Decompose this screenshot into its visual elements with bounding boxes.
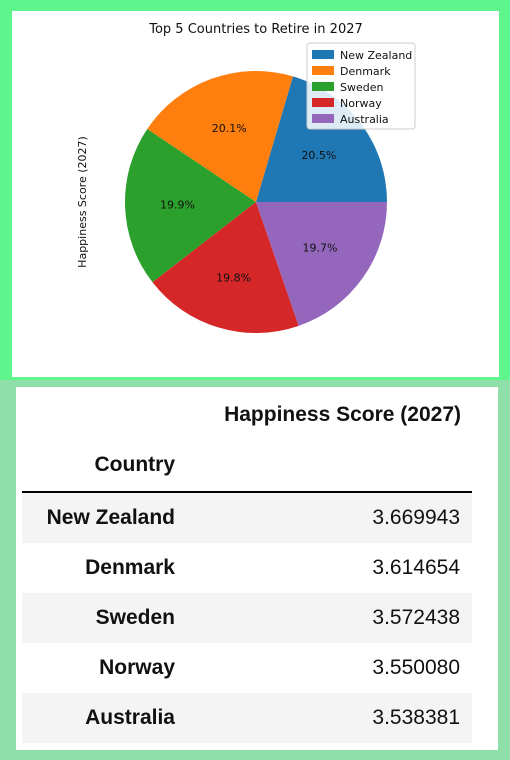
table-cell-country: New Zealand bbox=[46, 506, 175, 529]
table-row: Norway 3.550080 bbox=[22, 643, 472, 693]
legend-box bbox=[306, 42, 416, 130]
chart-panel: Top 5 Countries to Retire in 2027 Happin… bbox=[0, 0, 510, 380]
legend: New Zealand Denmark Sweden Norway Australia bbox=[306, 42, 416, 130]
table-cell-score: 3.669943 bbox=[372, 506, 460, 529]
table-row: New Zealand 3.669943 bbox=[22, 493, 472, 543]
pie-percent-label: 20.5% bbox=[301, 149, 336, 162]
pie-slice-new-zealand bbox=[256, 76, 387, 202]
table-cell-score: 3.572438 bbox=[372, 606, 460, 629]
pie-percent-label: 20.1% bbox=[212, 122, 247, 135]
pie-percent-label: 19.8% bbox=[216, 271, 251, 284]
table-row: Denmark 3.614654 bbox=[22, 543, 472, 593]
y-axis-label: Happiness Score (2027) bbox=[76, 136, 89, 268]
pie-chart: Top 5 Countries to Retire in 2027 Happin… bbox=[76, 22, 416, 333]
table-column-header: Happiness Score (2027) bbox=[224, 403, 461, 426]
pie-slice-sweden bbox=[124, 129, 256, 283]
table-row: Sweden 3.572438 bbox=[22, 593, 472, 643]
table-header-rule bbox=[22, 491, 472, 493]
legend-swatch bbox=[312, 50, 334, 59]
table-cell-score: 3.550080 bbox=[372, 656, 460, 679]
table-cell-country: Australia bbox=[85, 706, 175, 729]
table-panel: Happiness Score (2027) Country New Zeala… bbox=[0, 380, 510, 760]
legend-swatch bbox=[312, 114, 334, 123]
table-cell-country: Norway bbox=[99, 656, 175, 679]
chart-area: Top 5 Countries to Retire in 2027 Happin… bbox=[12, 11, 499, 377]
pie-slice-denmark bbox=[147, 71, 293, 202]
pie-slices bbox=[124, 71, 387, 333]
table-cell-country: Sweden bbox=[95, 606, 175, 629]
table-cell-score: 3.614654 bbox=[372, 556, 460, 579]
legend-entry: Norway bbox=[340, 97, 382, 110]
pie-percent-labels: 20.5% 20.1% 19.9% 19.8% 19.7% bbox=[160, 122, 338, 284]
legend-entry: Australia bbox=[340, 113, 389, 126]
chart-title: Top 5 Countries to Retire in 2027 bbox=[148, 22, 363, 37]
pie-percent-label: 19.9% bbox=[160, 199, 195, 212]
pie-slice-norway bbox=[152, 202, 299, 333]
table-cell-country: Denmark bbox=[85, 556, 175, 579]
legend-swatch bbox=[312, 98, 334, 107]
pie-percent-label: 19.7% bbox=[303, 242, 338, 255]
table-index-header: Country bbox=[94, 453, 176, 476]
legend-entry: New Zealand bbox=[340, 49, 412, 62]
table-row: Australia 3.538381 bbox=[22, 693, 472, 743]
legend-swatch bbox=[312, 82, 334, 91]
table-cell-score: 3.538381 bbox=[372, 706, 460, 729]
legend-entry: Sweden bbox=[340, 81, 383, 94]
pie-slice-australia bbox=[256, 202, 387, 326]
legend-entry: Denmark bbox=[340, 65, 391, 78]
data-table: Happiness Score (2027) Country New Zeala… bbox=[16, 387, 498, 750]
legend-swatch bbox=[312, 66, 334, 75]
